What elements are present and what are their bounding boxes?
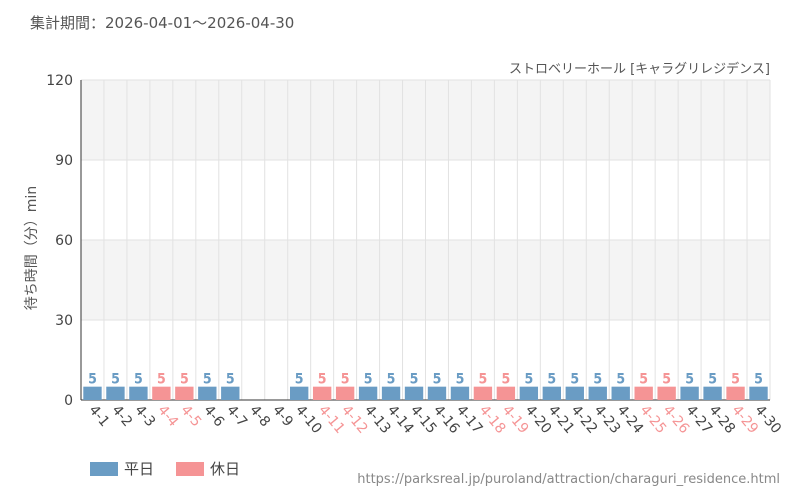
bar-value-label: 5: [502, 372, 511, 388]
weekday-swatch: [90, 461, 118, 476]
y-tick-label: 0: [64, 393, 73, 409]
bar-value-label: 5: [479, 372, 488, 388]
bar: [312, 386, 332, 400]
legend-label-holiday: 休日: [210, 460, 241, 478]
legend-item-weekday: 平日: [90, 458, 154, 479]
bar-value-label: 5: [456, 372, 465, 388]
x-tick-label: 4-5: [177, 402, 204, 430]
bar-value-label: 5: [524, 372, 533, 388]
bar: [588, 386, 607, 400]
bar: [289, 386, 309, 400]
bar-value-label: 5: [157, 372, 166, 388]
holiday-swatch: [176, 461, 205, 476]
bar-value-label: 5: [731, 372, 740, 388]
bar-value-label: 5: [685, 372, 694, 388]
bar: [381, 386, 401, 400]
bar: [129, 386, 148, 400]
bar-value-label: 5: [295, 372, 304, 388]
legend-label-weekday: 平日: [124, 460, 155, 478]
bar-value-label: 5: [708, 372, 717, 388]
y-tick-label: 60: [55, 233, 73, 249]
bar: [221, 386, 240, 400]
bar: [473, 386, 493, 400]
bar-value-label: 5: [180, 372, 189, 388]
bar: [152, 386, 171, 400]
bar: [427, 386, 447, 400]
bar: [106, 386, 125, 400]
x-tick-label: 4-3: [131, 402, 158, 430]
legend-item-holiday: 休日: [176, 458, 240, 479]
bar-value-label: 5: [570, 372, 579, 388]
bar: [680, 386, 699, 400]
y-tick-label: 120: [46, 73, 73, 89]
x-tick-label: 4-8: [246, 402, 273, 430]
bar: [611, 386, 630, 400]
attraction-name: ストロベリーホール [キャラグリレジデンス]: [508, 62, 770, 77]
bar-value-label: 5: [547, 372, 556, 388]
y-axis-title: 待ち時間（分）min: [24, 186, 40, 310]
bar: [175, 386, 194, 400]
bar-value-label: 5: [754, 372, 763, 388]
bar: [198, 386, 217, 400]
bar: [634, 386, 653, 400]
bar: [404, 386, 424, 400]
bar: [749, 386, 768, 400]
x-tick-label: 4-6: [200, 402, 227, 430]
bar: [519, 386, 539, 400]
bar-value-label: 5: [433, 372, 442, 388]
bar-value-label: 5: [387, 372, 396, 388]
bar-value-label: 5: [410, 372, 419, 388]
bar-value-label: 5: [341, 372, 350, 388]
bar-value-label: 5: [88, 372, 97, 388]
y-tick-label: 30: [55, 313, 73, 329]
bar: [657, 386, 676, 400]
x-tick-label: 4-2: [108, 402, 135, 430]
bar: [496, 386, 516, 400]
y-tick-label: 90: [55, 153, 73, 169]
bar-value-label: 5: [593, 372, 602, 388]
bar-value-label: 5: [364, 372, 373, 388]
bar-value-label: 5: [662, 372, 671, 388]
bar: [358, 386, 378, 400]
period-label: 集計期間：2026-04-01～2026-04-30: [30, 14, 295, 32]
bar-value-label: 5: [134, 372, 143, 388]
x-tick-label: 4-4: [154, 402, 181, 430]
bar-value-label: 5: [616, 372, 625, 388]
chart-legend: 平日 休日: [90, 458, 240, 479]
bar-value-label: 5: [639, 372, 648, 388]
bar: [726, 386, 745, 400]
bar-value-label: 5: [226, 372, 235, 388]
bar-value-label: 5: [203, 372, 212, 388]
bar: [565, 386, 584, 400]
bar: [83, 386, 102, 400]
x-tick-label: 4-7: [223, 402, 250, 430]
x-tick-label: 4-9: [269, 402, 296, 430]
bar: [335, 386, 355, 400]
source-url: https://parksreal.jp/puroland/attraction…: [357, 472, 780, 487]
bar: [450, 386, 470, 400]
bar-value-label: 5: [111, 372, 120, 388]
x-tick-label: 4-1: [85, 402, 112, 430]
bar-value-label: 5: [318, 372, 327, 388]
bar: [703, 386, 722, 400]
bar: [542, 386, 562, 400]
